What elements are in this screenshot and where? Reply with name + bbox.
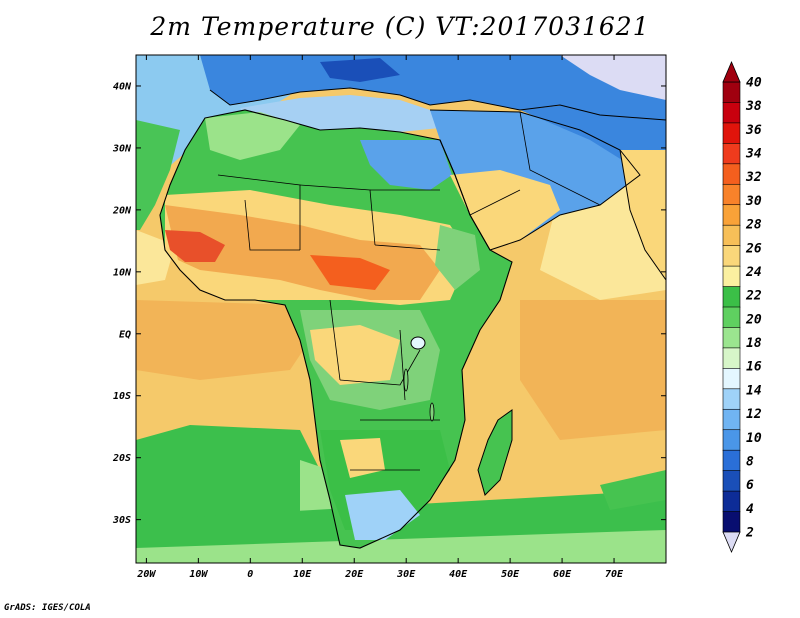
colorbar-swatch [722,122,741,144]
colorbar-label: 30 [745,194,762,209]
colorbar-label: 36 [745,123,762,138]
y-tick-label: 10S [113,391,131,402]
colorbar-label: 16 [746,360,762,375]
kalahari-yellow [340,438,385,478]
x-tick-label: 70E [605,569,624,580]
y-tick-label: 20S [112,453,131,464]
colorbar-label: 20 [745,312,762,327]
colorbar-label: 2 [745,526,754,541]
colorbar-label: 32 [745,170,762,185]
colorbar-label: 10 [746,431,762,446]
north-africa-light [205,112,300,160]
colorbar-swatch [722,143,741,165]
colorbar-swatch [722,286,741,308]
colorbar-label: 4 [746,502,754,517]
temperature-field [136,55,666,563]
x-tick-label: 50E [501,569,520,580]
europe-coastline [209,87,666,121]
india-coastline [619,149,666,281]
far-northeast-pale [560,55,666,100]
gulf-guinea-warm [136,300,310,380]
west-sahel-red [165,230,225,262]
axis-ticks: 20W 10W 0 10E 20E 30E 40E 50E 60E 70E 40N 30N 20N 10N… [112,55,666,580]
madagascar-coastline [477,409,513,496]
colorbar-swatch [722,204,741,226]
colorbar-min-arrow [722,531,741,554]
colorbar-label: 12 [746,407,762,422]
x-tick-label: 10W [189,569,208,580]
colorbar-label: 40 [746,76,762,91]
y-tick-label: 40N [113,81,132,92]
arabia-coastline [429,109,641,251]
colorbar-label: 24 [745,265,762,280]
colorbar-swatch [722,245,741,267]
europe-land [200,55,666,120]
europe-dark [320,58,400,82]
sahara-blue [360,140,452,190]
colorbar-swatch [722,265,741,288]
x-tick-label: 40E [449,569,468,580]
colorbar-swatch [722,429,741,451]
grads-credit: GrADS: IGES/COLA [4,603,91,613]
colorbar-label: 26 [745,241,762,256]
south-africa-blue [345,490,420,540]
colorbar-label: 38 [745,99,762,114]
y-tick-label: EQ [119,329,131,340]
colorbar-swatch [722,511,741,533]
colorbar-swatch [722,327,741,349]
y-tick-label: 10N [113,267,132,278]
south-atlantic-green [136,425,330,540]
chart-title: 2m Temperature (C) VT:2017031621 [150,12,650,41]
colorbar-swatch [722,368,741,390]
africa-coastline [159,109,513,549]
x-tick-label: 30E [396,569,416,580]
colorbar-label: 34 [745,147,762,162]
iran-cold [520,100,666,165]
colorbar-swatch [722,224,741,247]
colorbar-label: 18 [746,336,762,351]
colorbar-swatch [722,408,741,431]
x-tick-label: 10E [293,569,312,580]
map-frame [135,54,667,564]
lake-victoria [410,336,426,350]
colorbar-label: 14 [746,383,762,398]
central-sahel-hot [310,255,390,290]
colorbar-swatch [722,388,741,410]
ethiopia-highland [435,225,480,290]
congo-yellow [310,325,400,385]
lake-malawi [429,402,435,422]
colorbar-swatch [722,490,741,513]
colorbar-label: 8 [746,454,754,469]
y-tick-label: 30N [112,143,132,154]
colorbar-swatch [722,306,741,329]
colorbar-swatch [722,102,741,124]
southern-ocean-light [136,530,666,563]
madagascar [478,410,512,495]
indian-ocean-warm [520,300,666,440]
lake-tanganyika [403,368,409,392]
colorbar-swatch [722,163,741,185]
x-tick-label: 20E [344,569,364,580]
x-tick-label: 60E [553,569,572,580]
colorbar-swatch [722,470,741,492]
colorbar-label: 22 [745,289,762,304]
colorbar-label: 6 [746,478,754,493]
arabia-yellow [450,170,560,250]
colorbar-swatch [722,347,741,369]
colorbar-max-arrow [722,60,741,83]
india-land [620,150,666,280]
colorbar-label: 28 [745,218,762,233]
x-tick-label: 0 [247,569,253,580]
colorbar-swatch [722,183,741,206]
y-tick-label: 20N [112,205,132,216]
x-tick-label: 20W [136,569,156,580]
y-tick-label: 30S [112,515,131,526]
colorbar-swatch [722,81,741,104]
indian-ocean-green-patch [600,470,666,510]
colorbar-swatch [722,449,741,472]
atlantic-green-band [136,120,180,230]
